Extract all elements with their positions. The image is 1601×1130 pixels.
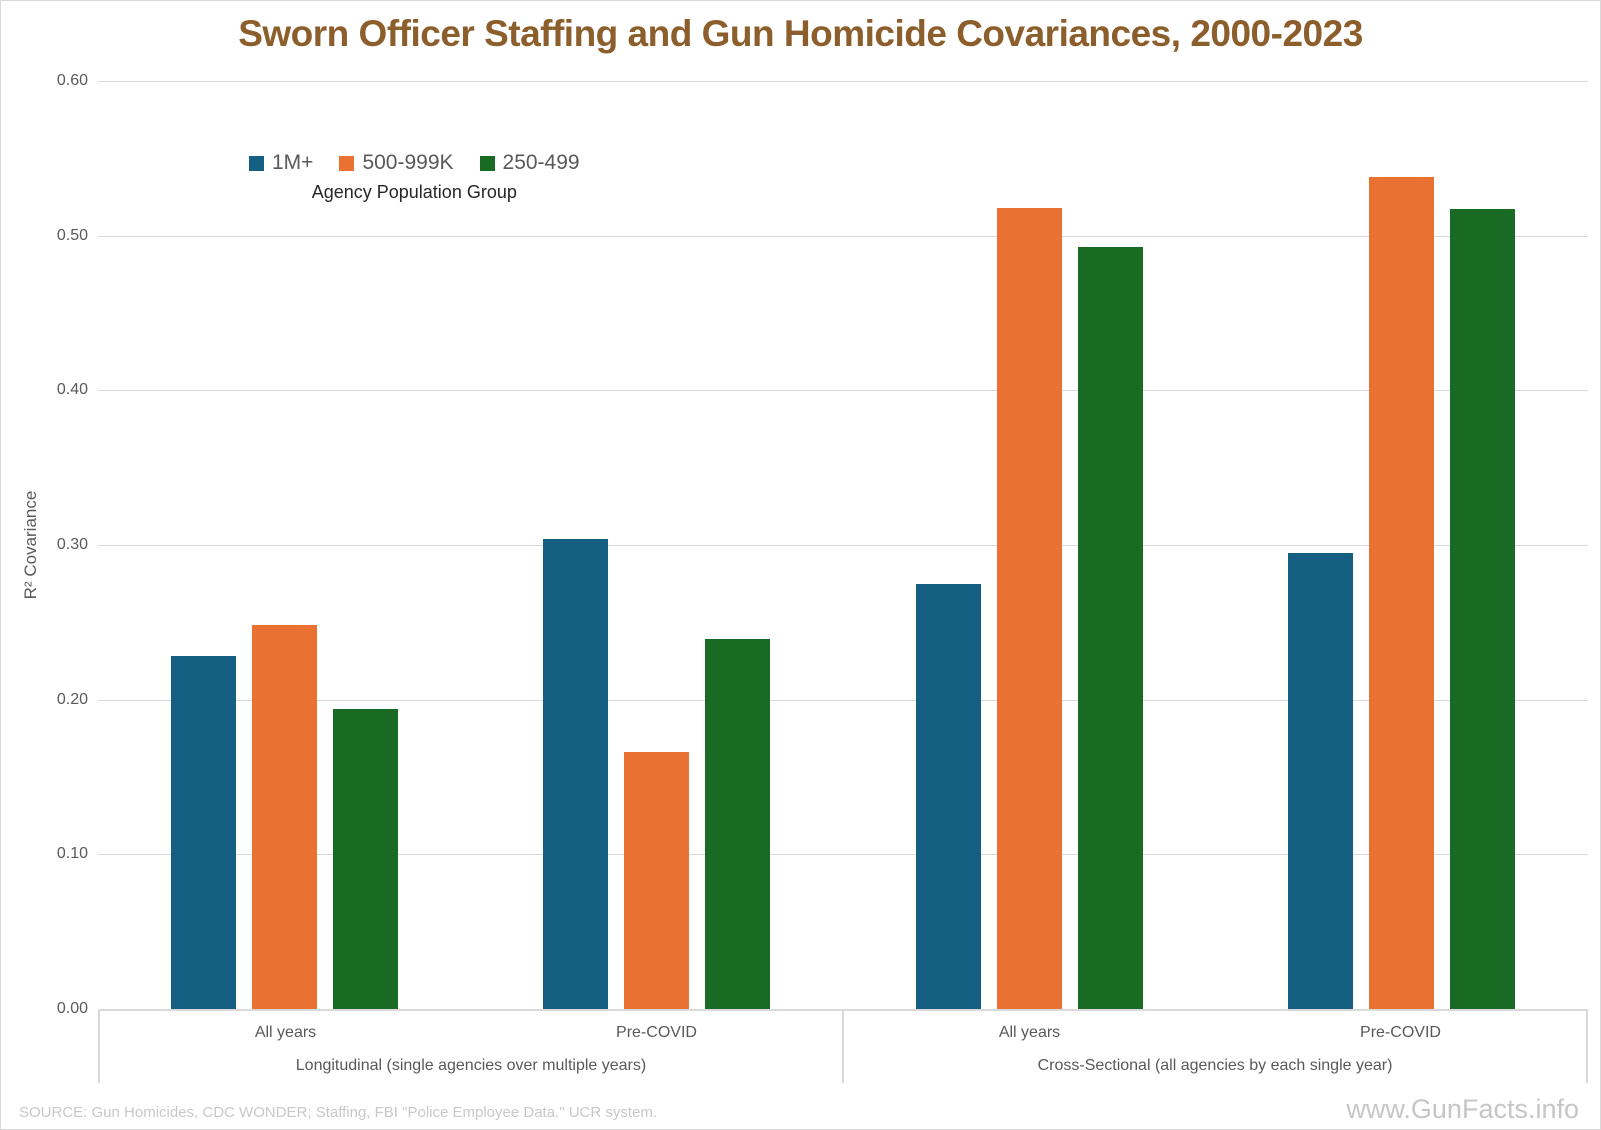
y-tick-label: 0.30 [56, 536, 88, 553]
chart-title: Sworn Officer Staffing and Gun Homicide … [238, 13, 1363, 54]
category-axis-table: All years Pre-COVID Longitudinal (single a… [98, 1009, 1588, 1083]
bar-500-999K [996, 207, 1062, 1009]
y-tick-label: 0.20 [56, 690, 88, 708]
gridline [98, 545, 1588, 546]
bar-1M+ [543, 538, 609, 1009]
bar-group-3 [843, 81, 1216, 1009]
bar-1M+ [1288, 552, 1354, 1009]
bar-250-499 [1077, 246, 1143, 1009]
y-tick-label: 0.40 [56, 381, 88, 399]
gridline [98, 390, 1588, 392]
y-tick-label: 0.10 [56, 845, 88, 863]
axis-category-row: All years Pre-COVID [844, 1011, 1586, 1049]
bar-500-999K [624, 752, 690, 1009]
category-label: Pre-COVID [1360, 1024, 1441, 1041]
y-tick-label: 0.60 [56, 72, 88, 89]
bar-group-1 [98, 81, 471, 1009]
category-label: All years [254, 1024, 317, 1041]
legend-row: 1M+ 500-999K 250-499 [249, 151, 580, 175]
y-tick-label: 0.00 [56, 1000, 88, 1017]
bar-group-4 [1216, 81, 1589, 1009]
legend-label-250-499: 250-499 [502, 151, 580, 174]
gridline [98, 854, 1588, 856]
legend-title: Agency Population Group [311, 182, 517, 202]
legend-label-500-999k: 500-999K [362, 151, 454, 174]
legend-item-500-999k: 500-999K [339, 151, 454, 175]
y-axis-title: R² Covariance [21, 490, 40, 600]
bar-250-499 [332, 708, 398, 1009]
bar-500-999K [251, 625, 317, 1009]
section-label: Longitudinal (single agencies over multi… [295, 1057, 647, 1074]
bar-250-499 [705, 639, 771, 1009]
source-note: SOURCE: Gun Homicides, CDC WONDER; Staff… [19, 1104, 658, 1121]
section-label: Cross-Sectional (all agencies by each si… [1037, 1057, 1393, 1074]
legend-swatch-500-999k [339, 155, 355, 171]
gridline [98, 81, 1588, 82]
legend: 1M+ 500-999K 250-499 Agency Population G… [249, 151, 580, 203]
bar-1M+ [915, 583, 981, 1009]
watermark: www.GunFacts.info [1346, 1094, 1579, 1124]
axis-section: All years Pre-COVID Cross-Sectional (all a… [842, 1011, 1586, 1083]
axis-section: All years Pre-COVID Longitudinal (single a… [100, 1011, 842, 1083]
bar-250-499 [1450, 209, 1516, 1009]
bar-500-999K [1369, 176, 1435, 1009]
bars-layer [98, 81, 1588, 1009]
legend-swatch-250-499 [479, 155, 495, 171]
bar-group-2 [471, 81, 844, 1009]
category-label: All years [998, 1024, 1061, 1041]
legend-label-1m-plus: 1M+ [272, 151, 314, 174]
category-label: Pre-COVID [616, 1024, 697, 1041]
legend-item-250-499: 250-499 [479, 151, 580, 175]
gridline [98, 699, 1588, 701]
axis-category-row: All years Pre-COVID [100, 1011, 842, 1049]
y-tick-label: 0.50 [56, 226, 88, 244]
legend-item-1m-plus: 1M+ [249, 151, 313, 175]
legend-swatch-1m-plus [249, 155, 264, 171]
gridline [98, 235, 1588, 237]
plot-area: 0.60 0.50 0.40 0.30 0.20 0.10 0.00 [57, 72, 1588, 1017]
bar-1M+ [170, 656, 236, 1009]
